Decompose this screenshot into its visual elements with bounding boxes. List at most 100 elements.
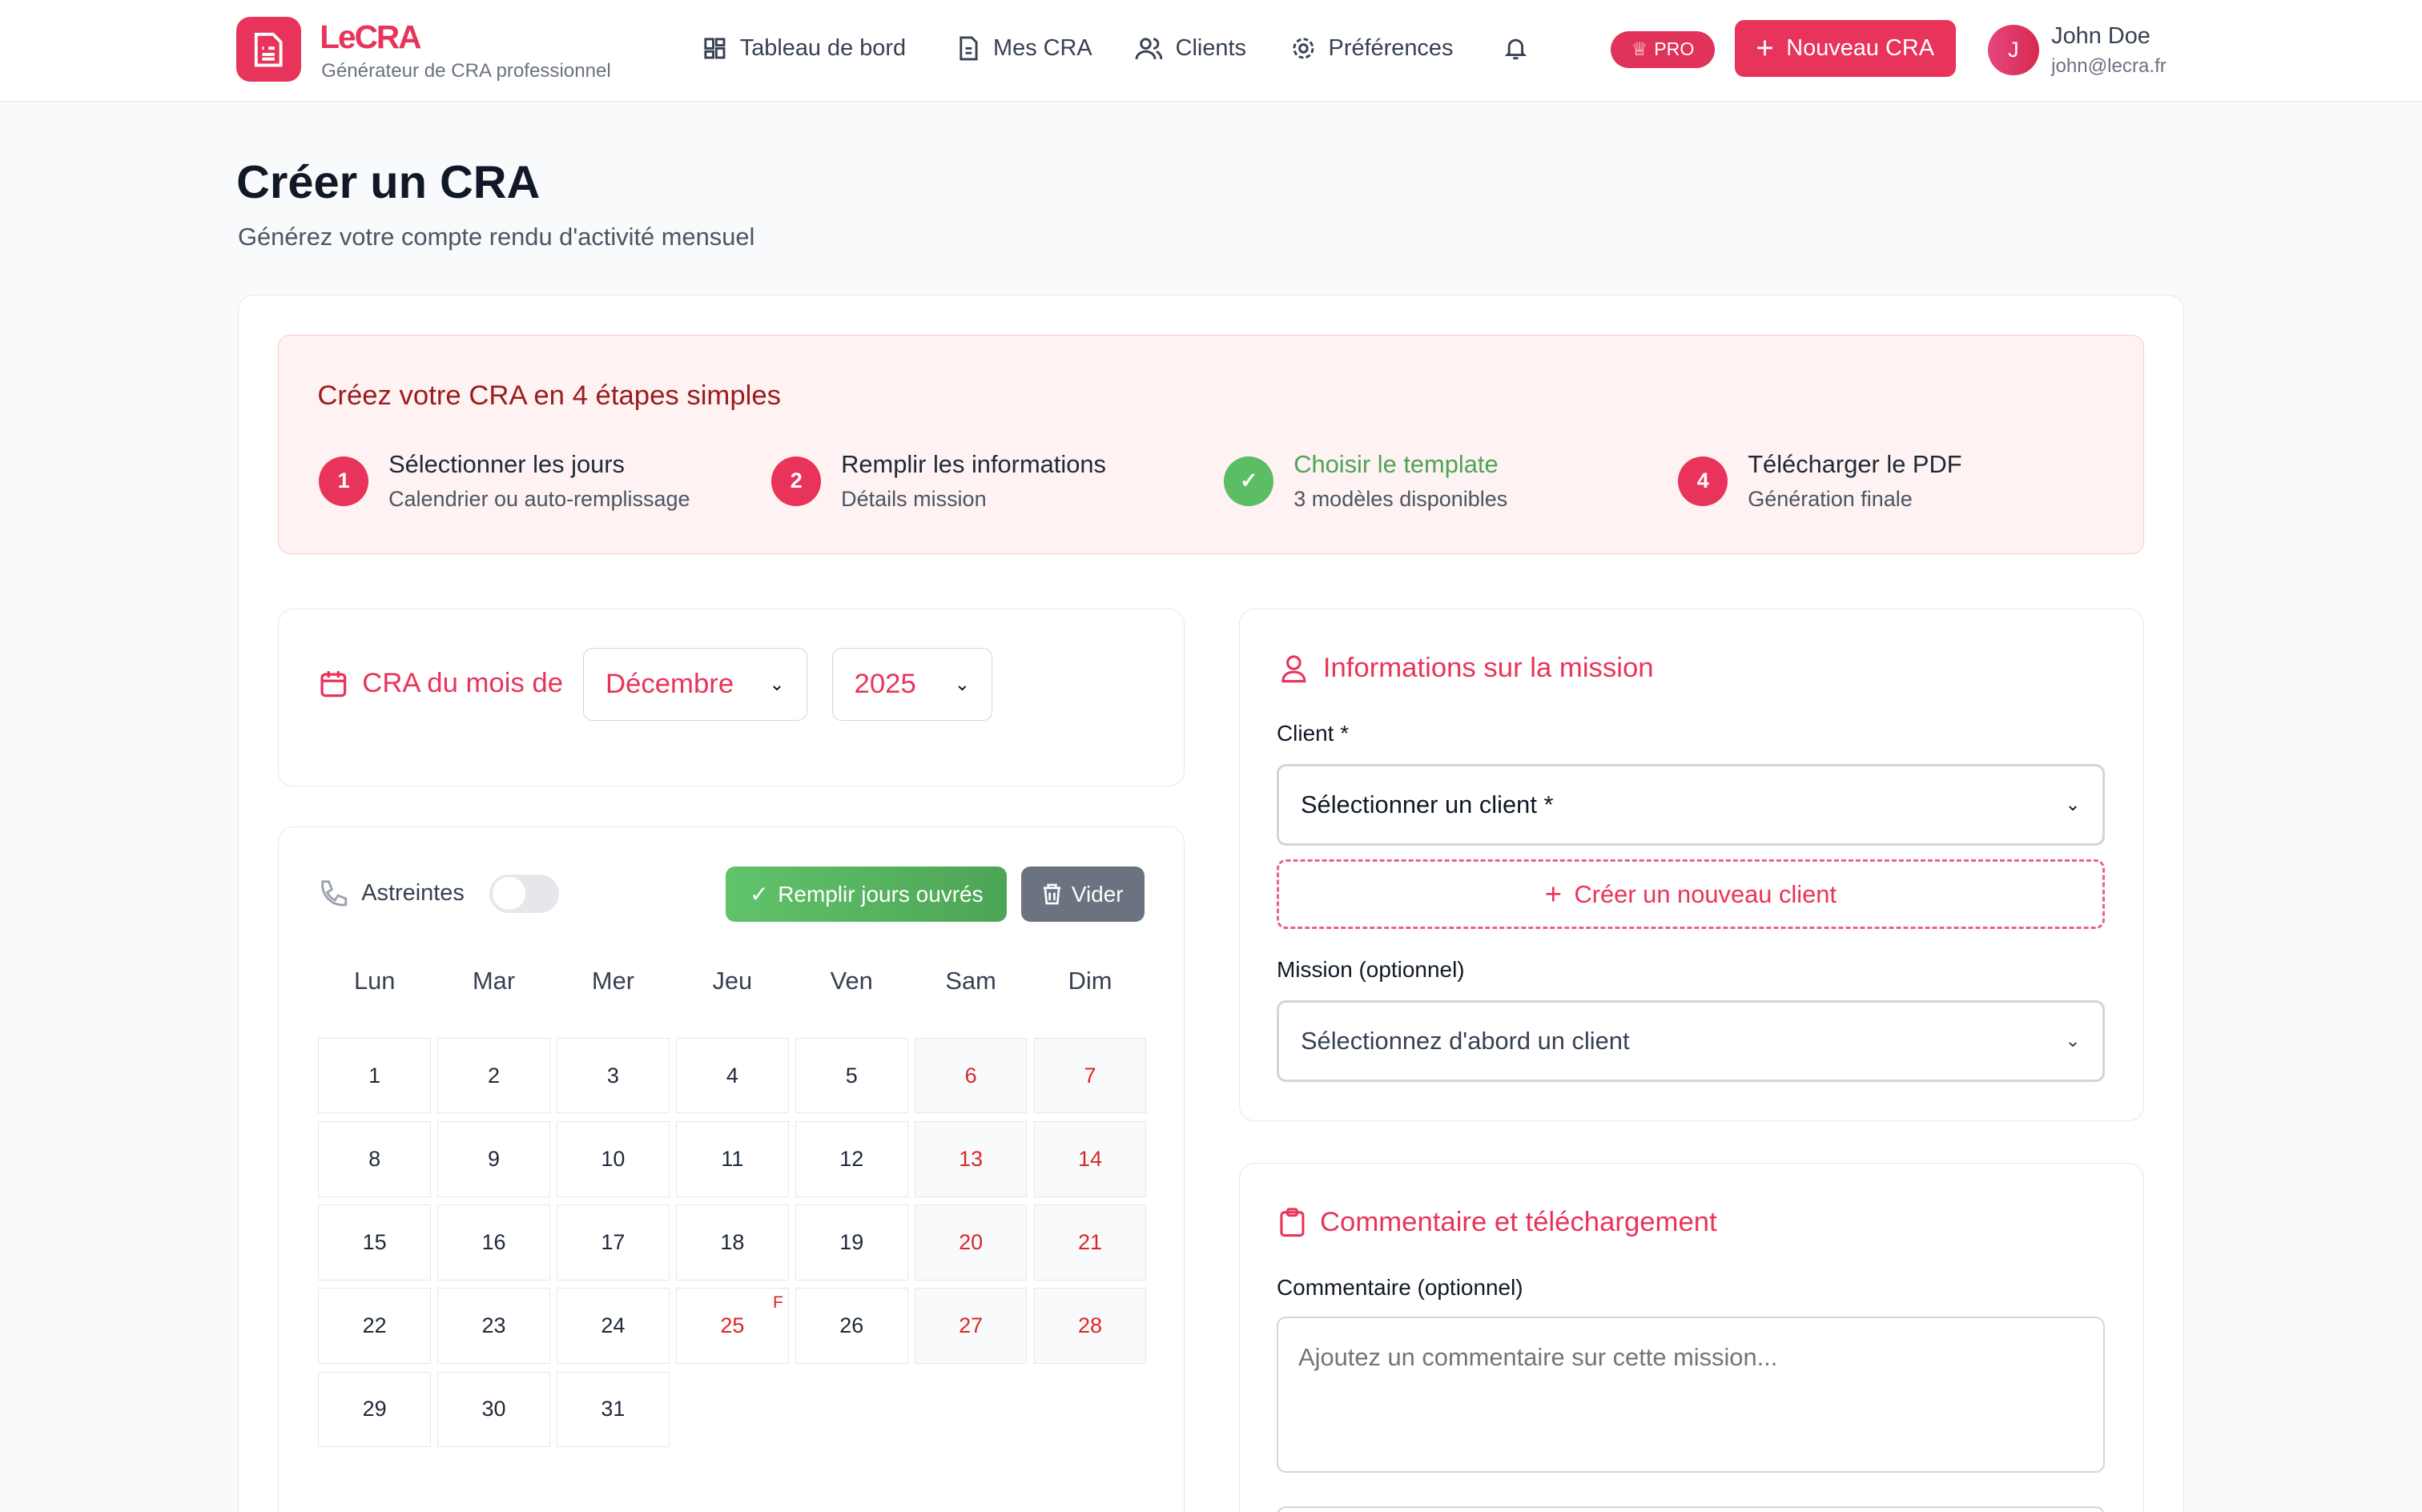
document-icon [960,36,978,61]
calendar-day[interactable]: 25 F [675,1288,789,1364]
step-badge: ✓ [1224,456,1274,506]
mission-select[interactable]: Sélectionnez d'abord un client ⌄ [1276,999,2105,1082]
calendar-day[interactable]: 27 [914,1288,1028,1364]
calendar-day[interactable]: 5 [795,1037,908,1114]
weekday-header: Jeu [712,967,753,995]
calendar-day[interactable]: 19 [795,1204,908,1281]
calendar-day[interactable]: 18 [675,1204,789,1281]
holiday-mark: F [772,1293,783,1313]
month-label: CRA du mois de [362,668,564,699]
calendar-day[interactable]: 17 [557,1204,670,1281]
nav-label: Tableau de bord [739,35,907,62]
calendar-day[interactable]: 3 [557,1037,670,1114]
weekday-header: Mar [472,967,516,995]
create-client-label: Créer un nouveau client [1574,879,1837,908]
step-badge: 1 [319,456,368,506]
gear-icon [1293,38,1314,59]
phone-icon [321,880,348,907]
calendar-day[interactable]: 8 [318,1121,432,1197]
step-desc: Détails mission [841,487,987,512]
steps-panel: Créez votre CRA en 4 étapes simples 1 Sé… [278,335,2144,555]
month-card: CRA du mois de Décembre ⌄ 2025 ⌄ [278,608,1185,786]
client-value: Sélectionner un client * [1300,790,1554,818]
step-badge: 4 [1678,456,1728,506]
chevron-down-icon: ⌄ [954,673,971,694]
year-value: 2025 [854,668,916,699]
calendar-day[interactable]: 16 [437,1204,550,1281]
comment-card: Commentaire et téléchargement Commentair… [1238,1163,2144,1512]
calendar-day[interactable]: 24 [557,1288,670,1364]
page-title: Créer un CRA [236,156,541,208]
top-nav: LeCRA Générateur de CRA professionnel Ta… [0,0,2422,103]
calendar-day[interactable]: 6 [914,1037,1028,1114]
calendar-day[interactable]: 11 [675,1121,789,1197]
calendar-icon [320,671,347,698]
mission-heading-text: Informations sur la mission [1322,652,1654,683]
plus-icon: + [1544,877,1563,911]
weekday-header: Mer [591,967,634,995]
mission-card: Informations sur la mission Client * Sél… [1238,608,2144,1122]
weekday-header: Ven [830,967,873,995]
user-email: john@lecra.fr [2051,55,2167,78]
avatar[interactable]: J [1988,24,2039,76]
calendar-day[interactable]: 2 [437,1037,550,1114]
nav-label: Clients [1175,35,1246,62]
comment-heading: Commentaire et téléchargement [1280,1207,1717,1238]
calendar-day[interactable]: 31 [557,1371,670,1448]
nav-dashboard[interactable]: Tableau de bord [702,35,906,62]
fill-label: Remplir jours ouvrés [778,881,984,907]
nav-mes-cra[interactable]: Mes CRA [956,35,1092,62]
clipboard-icon [1280,1208,1305,1237]
calendar-day[interactable]: 30 [437,1371,550,1448]
astreintes-toggle[interactable] [489,874,560,913]
month-value: Décembre [606,668,734,699]
calendar-day[interactable]: 28 [1033,1288,1147,1364]
pro-badge[interactable]: ♕ PRO [1611,30,1715,68]
dashboard-icon [704,38,726,59]
step-desc: 3 modèles disponibles [1293,487,1508,512]
comment-textarea[interactable] [1276,1317,2105,1473]
brand-tagline: Générateur de CRA professionnel [321,60,611,82]
calendar-day[interactable]: 21 [1033,1204,1147,1281]
trash-icon [1044,883,1061,905]
calendar-day[interactable]: 26 [795,1288,908,1364]
logo[interactable] [236,17,302,82]
calendar-day[interactable]: 22 [318,1288,432,1364]
mission-heading: Informations sur la mission [1280,653,1654,684]
plus-icon: + [1756,30,1774,66]
calendar-day[interactable]: 15 [318,1204,432,1281]
calendar-day[interactable]: 10 [557,1121,670,1197]
client-select[interactable]: Sélectionner un client * ⌄ [1276,763,2105,846]
astreintes-label: Astreintes [361,880,465,907]
calendar-day[interactable]: 14 [1033,1121,1147,1197]
nav-label: Préférences [1328,35,1454,62]
next-field[interactable] [1276,1506,2105,1512]
calendar-day[interactable]: 7 [1033,1037,1147,1114]
notifications-button[interactable] [1503,35,1529,68]
bell-icon [1505,39,1527,60]
pro-label: PRO [1654,38,1695,60]
calendar-day[interactable]: 20 [914,1204,1028,1281]
fill-workdays-button[interactable]: ✓ Remplir jours ouvrés [726,866,1008,923]
calendar-day[interactable]: 4 [675,1037,789,1114]
document-icon [255,32,283,66]
month-select[interactable]: Décembre ⌄ [583,648,807,721]
step-desc: Calendrier ou auto-remplissage [388,487,690,512]
new-cra-button[interactable]: + Nouveau CRA [1734,20,1956,78]
create-client-button[interactable]: + Créer un nouveau client [1276,859,2105,930]
nav-clients[interactable]: Clients [1135,35,1246,62]
new-cra-label: Nouveau CRA [1786,35,1935,62]
step-title: Remplir les informations [841,450,1106,479]
calendar-day[interactable]: 1 [318,1037,432,1114]
calendar-day[interactable]: 23 [437,1288,550,1364]
clear-label: Vider [1071,881,1124,907]
clear-button[interactable]: Vider [1020,866,1145,923]
steps-heading: Créez votre CRA en 4 étapes simples [317,380,781,412]
calendar-day[interactable]: 13 [914,1121,1028,1197]
calendar-day[interactable]: 29 [318,1371,432,1448]
calendar-day[interactable]: 12 [795,1121,908,1197]
year-select[interactable]: 2025 ⌄ [831,648,993,721]
nav-preferences[interactable]: Préférences [1291,35,1453,62]
calendar-day[interactable]: 9 [437,1121,550,1197]
crown-icon: ♕ [1631,38,1648,60]
